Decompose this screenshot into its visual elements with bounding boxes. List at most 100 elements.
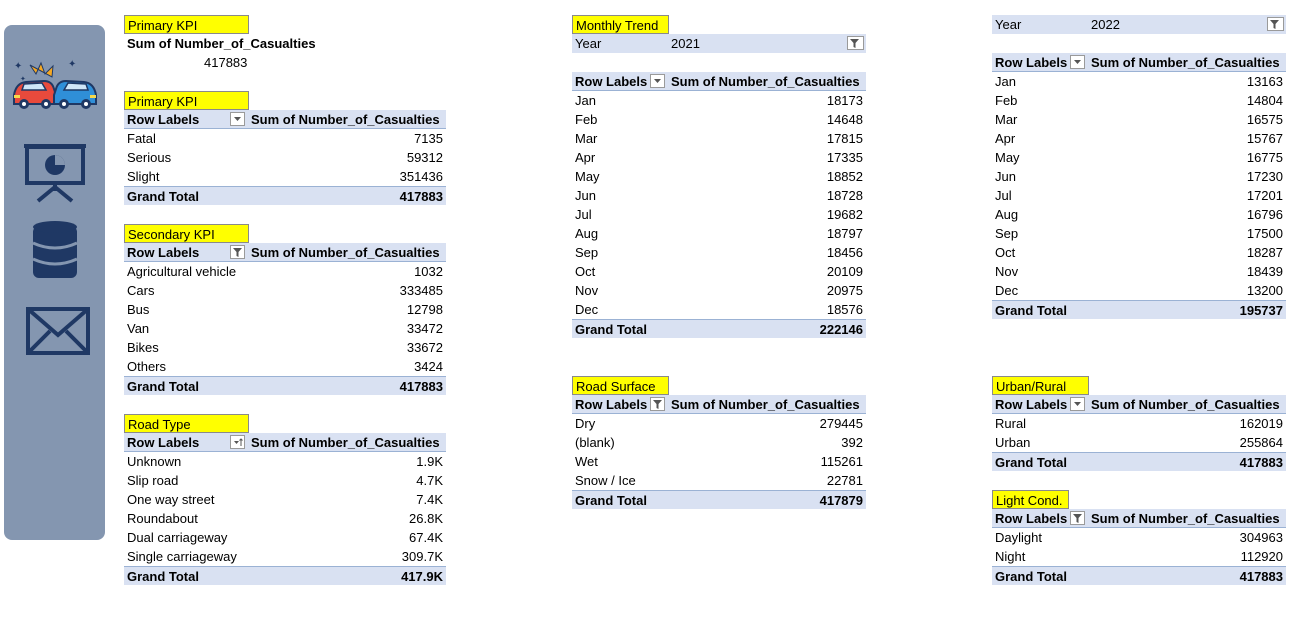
row-value: 18852 [826,169,863,184]
mail-icon[interactable] [26,307,90,355]
row-label: Jul [995,188,1012,203]
row-labels-header: Row Labels [575,74,648,89]
row-value: 18456 [826,245,863,260]
row-label: Serious [127,150,172,165]
row-value: 19682 [826,207,863,222]
row-value: 4.7K [416,473,443,488]
row-labels-filter-button[interactable] [230,245,245,259]
road_surface-header: Row Labels Sum of Number_of_Casualties [572,395,866,414]
row-value: 17335 [826,150,863,165]
table-row: Feb 14804 [992,91,1286,110]
year-filter-button[interactable] [1267,17,1284,31]
row-value: 304963 [1239,530,1283,545]
row-label: Slight [127,169,160,184]
row-labels-filter-button[interactable] [230,435,245,449]
grand-total-row: Grand Total 417879 [572,490,866,509]
table-row: Jun 18728 [572,186,866,205]
grand-total-row: Grand Total 417883 [992,452,1286,471]
row-value: 279445 [819,416,863,431]
grand-total-row: Grand Total 195737 [992,300,1286,319]
row-label: One way street [127,492,215,507]
primary-kpi-title: Primary KPI [124,15,249,34]
table-row: Single carriageway 309.7K [124,547,446,566]
primary-kpi-field: Sum of Number_of_Casualties [127,36,316,51]
table-row: Jul 17201 [992,186,1286,205]
sum-casualties-header: Sum of Number_of_Casualties [1091,55,1280,70]
row-labels-filter-button[interactable] [1070,511,1085,525]
table-row: Van 33472 [124,319,446,338]
table-row: Dry 279445 [572,414,866,433]
svg-text:✦: ✦ [14,61,22,72]
grand-total-value: 417883 [399,189,443,204]
grand-total-row: Grand Total 417883 [124,376,446,395]
row-labels-header: Row Labels [127,245,200,260]
table-row: Dec 13200 [992,281,1286,300]
grand-total-value: 417883 [1239,569,1283,584]
row-labels-filter-button[interactable] [1070,397,1085,411]
row-labels-filter-button[interactable] [650,397,665,411]
presentation-chart-icon[interactable] [24,141,86,203]
row-label: Van [127,321,150,336]
grand-total-value: 195737 [1239,303,1283,318]
row-label: Oct [575,264,596,279]
year-filter-label: Year [575,36,602,51]
row-labels-filter-button[interactable] [1070,55,1085,69]
grand-total-row: Grand Total 222146 [572,319,866,338]
row-value: 7.4K [416,492,443,507]
row-labels-header: Row Labels [127,435,200,450]
light-title: Light Cond. [992,490,1069,509]
table-row: Apr 15767 [992,129,1286,148]
grand-total-label: Grand Total [575,493,647,508]
row-label: Oct [995,245,1016,260]
table-row: Sep 18456 [572,243,866,262]
row-label: May [995,150,1020,165]
row-value: 16775 [1246,150,1283,165]
grand-total-value: 222146 [819,322,863,337]
row-value: 333485 [399,283,443,298]
row-value: 112920 [1240,549,1283,564]
row-label: Nov [575,283,599,298]
row-value: 115261 [820,454,863,469]
table-row: Agricultural vehicle 1032 [124,262,446,281]
grand-total-label: Grand Total [127,189,199,204]
row-label: Mar [575,131,598,146]
row-value: 18797 [826,226,863,241]
trend_2021-header: Row Labels Sum of Number_of_Casualties [572,72,866,91]
trend_2022-header: Row Labels Sum of Number_of_Casualties [992,53,1286,72]
row-value: 18173 [826,93,863,108]
row-label: Nov [995,264,1019,279]
severity-header: Row Labels Sum of Number_of_Casualties [124,110,446,129]
row-value: 59312 [406,150,443,165]
row-label: Aug [995,207,1019,222]
database-icon[interactable] [32,221,78,283]
grand-total-label: Grand Total [995,569,1067,584]
row-value: 33672 [406,340,443,355]
row-label: Mar [995,112,1018,127]
row-labels-header: Row Labels [575,397,648,412]
table-row: Mar 17815 [572,129,866,148]
primary-kpi-block: Primary KPI Sum of Number_of_Casualties … [124,15,446,72]
sum-casualties-header: Sum of Number_of_Casualties [671,397,860,412]
row-labels-filter-button[interactable] [230,112,245,126]
row-value: 14804 [1246,93,1283,108]
row-label: Slip road [127,473,179,488]
row-value: 18439 [1246,264,1283,279]
car-crash-icon[interactable]: ✦ ✦ ✦ [8,55,102,111]
row-value: 17815 [826,131,863,146]
grand-total-label: Grand Total [127,569,199,584]
row-value: 12798 [406,302,443,317]
row-label: Snow / Ice [575,473,636,488]
row-label: Others [127,359,167,374]
row-label: May [575,169,600,184]
table-row: Slip road 4.7K [124,471,446,490]
row-labels-filter-button[interactable] [650,74,665,88]
road_type-header: Row Labels Sum of Number_of_Casualties [124,433,446,452]
sidebar: ✦ ✦ ✦ [4,25,105,540]
row-value: 1.9K [416,454,443,469]
year-filter-button[interactable] [847,36,864,50]
row-label: (blank) [575,435,615,450]
trend_2021-title: Monthly Trend [572,15,669,34]
row-value: 7135 [414,131,443,146]
table-row: Rural 162019 [992,414,1286,433]
sum-casualties-header: Sum of Number_of_Casualties [251,112,440,127]
